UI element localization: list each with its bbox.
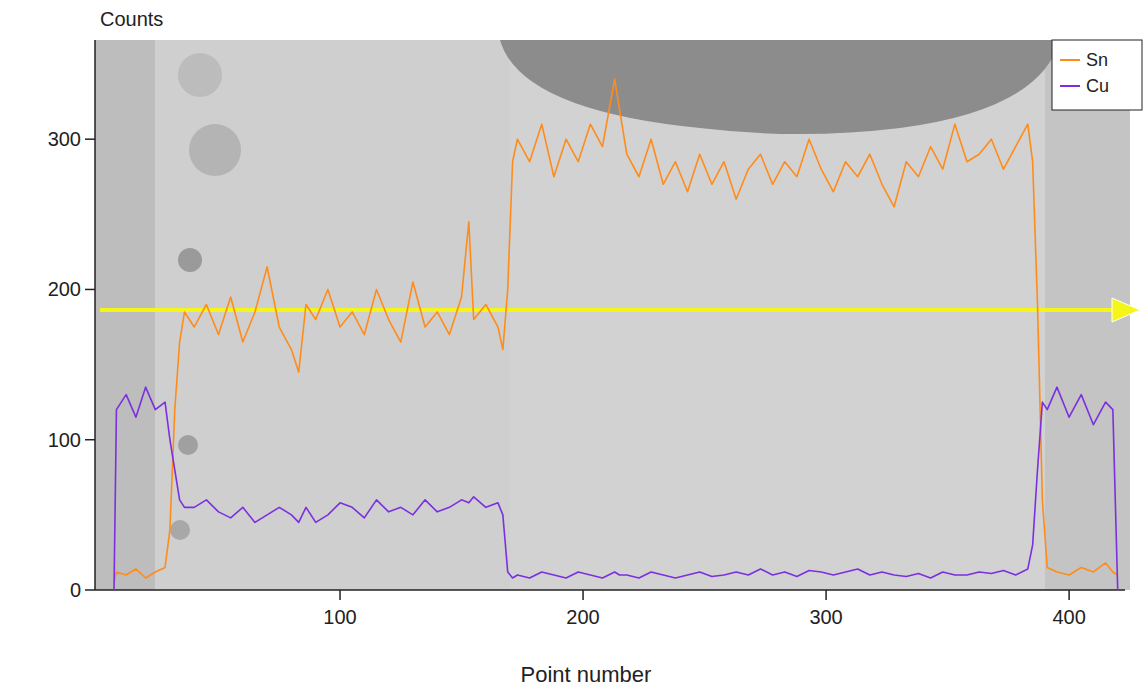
series-line	[114, 79, 1118, 582]
series-line	[114, 387, 1118, 590]
micrograph-void	[500, 40, 1060, 134]
y-tick	[85, 439, 95, 441]
y-axis-title: Counts	[100, 8, 163, 30]
legend-swatch	[1060, 85, 1080, 87]
plot-area	[114, 79, 1118, 590]
legend-label: Sn	[1086, 50, 1108, 70]
x-tick-label: 100	[323, 606, 356, 628]
x-tick	[1068, 590, 1070, 600]
micrograph-pore	[170, 520, 190, 540]
micrograph-background	[95, 40, 1130, 590]
micrograph-pore	[178, 248, 202, 272]
y-tick-label: 300	[48, 128, 81, 150]
legend-swatch	[1060, 59, 1080, 61]
micrograph-edge	[95, 40, 155, 590]
micrograph-pore	[178, 53, 222, 97]
legend: Sn Cu	[1052, 40, 1142, 110]
y-tick-label: 200	[48, 278, 81, 300]
y-tick-label: 100	[48, 429, 81, 451]
x-tick	[339, 590, 341, 600]
micrograph	[95, 40, 1130, 590]
y-tick	[85, 289, 95, 291]
micrograph-pore	[189, 124, 241, 176]
y-tick	[85, 138, 95, 140]
legend-label: Cu	[1086, 76, 1109, 96]
x-tick	[825, 590, 827, 600]
scan-line	[100, 308, 1118, 312]
x-axis-line	[95, 589, 1125, 591]
legend-box	[1052, 40, 1142, 110]
y-axis-line	[94, 40, 96, 590]
x-tick-label: 400	[1052, 606, 1085, 628]
x-tick-label: 200	[566, 606, 599, 628]
x-tick	[582, 590, 584, 600]
micrograph-pore	[178, 435, 198, 455]
y-tick	[85, 589, 95, 591]
micrograph-phase	[155, 40, 510, 590]
scan-arrowhead	[1112, 298, 1140, 322]
y-tick-label: 0	[70, 579, 81, 601]
x-axis-title: Point number	[521, 662, 652, 687]
x-tick-label: 300	[809, 606, 842, 628]
chart: 0 100 200 300 100 200 300 400 Counts Point number…	[0, 0, 1148, 694]
